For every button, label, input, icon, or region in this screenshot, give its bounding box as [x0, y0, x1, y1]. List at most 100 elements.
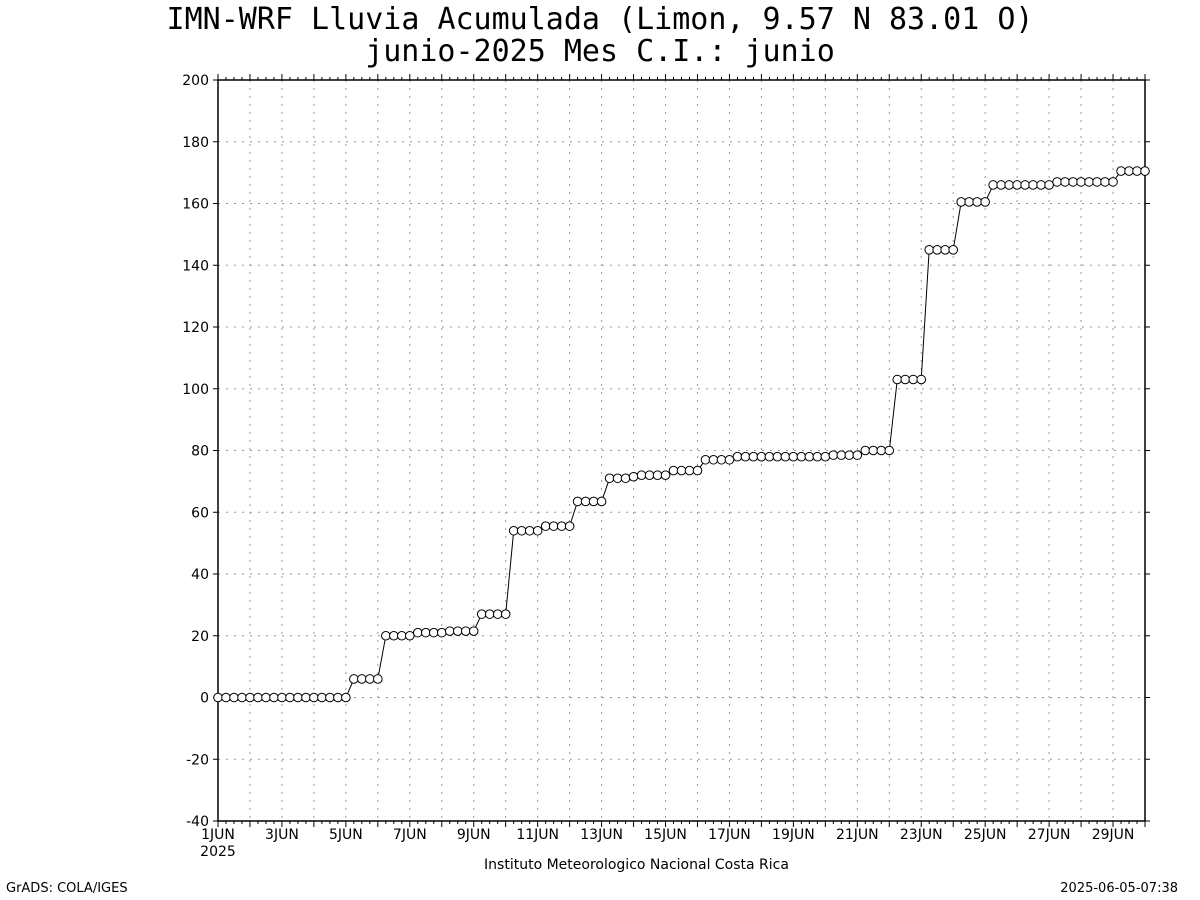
data-point — [341, 692, 351, 703]
data-point — [452, 626, 463, 636]
data-point — [604, 473, 615, 484]
x-year-label: 2025 — [200, 844, 236, 860]
y-tick-label: -40 — [186, 814, 209, 830]
data-point — [333, 692, 343, 703]
data-point — [628, 471, 639, 482]
data-point — [1076, 177, 1086, 187]
footer-timestamp: 2025-06-05-07:38 — [1060, 881, 1178, 896]
data-point — [436, 627, 447, 638]
data-point — [876, 445, 887, 456]
data-point — [1132, 166, 1142, 176]
y-tick-label: 0 — [200, 691, 209, 707]
x-tick-label: 5JUN — [329, 827, 363, 843]
data-point — [676, 465, 687, 476]
data-point — [532, 525, 543, 536]
data-point — [261, 692, 271, 703]
data-point — [804, 451, 815, 462]
y-tick-label: 20 — [191, 629, 209, 645]
data-point — [796, 451, 807, 462]
data-point — [1116, 166, 1126, 176]
data-point — [229, 692, 239, 703]
data-point — [404, 630, 415, 641]
data-point — [1004, 180, 1014, 190]
data-point — [844, 450, 855, 460]
data-point — [1028, 180, 1038, 190]
data-point — [564, 521, 575, 531]
data-point — [636, 470, 647, 481]
data-point — [892, 374, 903, 385]
data-point — [932, 245, 943, 255]
data-point — [868, 445, 879, 456]
data-point — [940, 245, 951, 255]
data-point — [852, 450, 863, 460]
x-tick-label: 1JUN — [201, 827, 235, 843]
data-point — [700, 454, 711, 465]
data-point — [1092, 177, 1102, 187]
data-point — [732, 451, 743, 462]
data-point — [1084, 177, 1094, 187]
data-point — [1140, 166, 1150, 176]
data-point — [1068, 177, 1078, 187]
data-point — [1100, 177, 1110, 187]
data-point — [708, 454, 719, 465]
y-tick-label: 140 — [182, 258, 209, 274]
data-point — [588, 496, 599, 507]
x-tick-label: 17JUN — [708, 827, 751, 843]
x-tick-label: 27JUN — [1028, 827, 1071, 843]
data-point — [524, 525, 535, 536]
data-point — [716, 454, 727, 465]
data-point — [508, 525, 519, 536]
y-tick-label: 100 — [182, 382, 209, 398]
data-point — [740, 451, 751, 462]
y-tick-label: 200 — [182, 73, 209, 89]
data-point — [644, 470, 655, 481]
data-point — [836, 450, 847, 460]
data-point — [237, 692, 247, 703]
x-tick-label: 29JUN — [1092, 827, 1135, 843]
data-point — [277, 692, 287, 703]
y-tick-label: 60 — [191, 505, 209, 521]
x-tick-label: 13JUN — [580, 827, 623, 843]
data-point — [1036, 180, 1046, 190]
data-point — [476, 609, 487, 619]
data-point — [412, 627, 423, 638]
x-tick-label: 23JUN — [900, 827, 943, 843]
data-point — [1020, 180, 1030, 190]
data-point — [908, 374, 919, 385]
data-point — [492, 609, 503, 619]
x-tick-label: 19JUN — [772, 827, 815, 843]
data-point — [900, 374, 911, 385]
data-point — [373, 674, 383, 684]
data-point — [724, 454, 735, 465]
data-point — [500, 609, 511, 619]
data-point — [245, 692, 255, 703]
data-point — [420, 627, 431, 638]
data-point — [1060, 177, 1070, 187]
data-point — [884, 445, 895, 456]
footer-software-credit: GrADS: COLA/IGES — [6, 881, 128, 896]
y-tick-label: 80 — [191, 444, 209, 460]
data-point — [444, 626, 455, 636]
data-point — [828, 450, 839, 460]
x-tick-label: 9JUN — [457, 827, 491, 843]
data-point — [269, 692, 279, 703]
data-point — [924, 245, 935, 255]
data-point — [213, 692, 223, 703]
data-point — [325, 692, 335, 703]
data-point — [620, 473, 631, 484]
data-point — [397, 630, 407, 641]
x-tick-label: 15JUN — [644, 827, 687, 843]
x-tick-label: 7JUN — [393, 827, 427, 843]
data-point — [660, 470, 671, 481]
data-point — [820, 451, 831, 462]
plot-frame — [217, 79, 1146, 822]
data-point — [1044, 180, 1054, 190]
data-point — [428, 627, 439, 638]
data-point — [253, 692, 263, 703]
data-point — [285, 692, 295, 703]
x-tick-label: 11JUN — [516, 827, 559, 843]
data-point — [365, 674, 375, 684]
chart-subtitle: junio-2025 Mes C.I.: junio — [365, 34, 835, 69]
data-point — [612, 473, 623, 484]
